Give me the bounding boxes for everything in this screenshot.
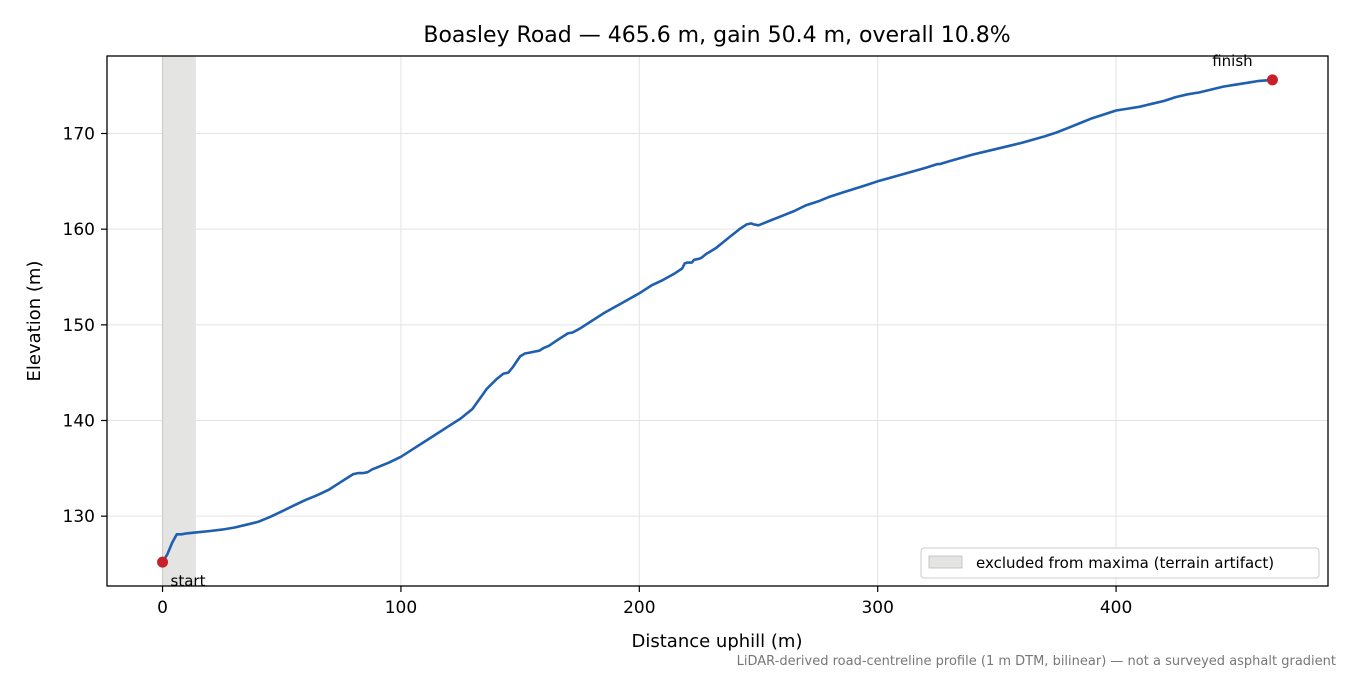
x-axis-ticks: 0 100 200 300 400 xyxy=(157,586,1132,618)
legend: excluded from maxima (terrain artifact) xyxy=(920,547,1320,579)
legend-swatch xyxy=(928,555,963,569)
grid-lines xyxy=(107,56,1328,586)
start-annotation: start xyxy=(171,572,206,590)
y-tick-label: 140 xyxy=(63,411,95,431)
excluded-region-band xyxy=(162,56,196,586)
finish-point-marker xyxy=(1266,74,1278,86)
legend-label: excluded from maxima (terrain artifact) xyxy=(976,554,1274,572)
y-tick-label: 130 xyxy=(63,507,95,527)
x-tick-label: 400 xyxy=(1100,598,1132,618)
y-axis-label: Elevation (m) xyxy=(24,261,45,382)
plot-frame xyxy=(106,55,1329,587)
finish-annotation: finish xyxy=(1212,52,1252,70)
x-tick-label: 100 xyxy=(385,598,417,618)
x-tick-label: 200 xyxy=(623,598,655,618)
y-axis-ticks: 130 140 150 160 170 xyxy=(63,124,107,527)
y-tick-label: 150 xyxy=(63,316,95,336)
x-tick-label: 300 xyxy=(861,598,893,618)
footnote: LiDAR-derived road-centreline profile (1… xyxy=(737,654,1336,669)
x-axis-label: Distance uphill (m) xyxy=(632,631,803,652)
x-tick-label: 0 xyxy=(157,598,168,618)
y-tick-label: 160 xyxy=(63,220,95,240)
chart-title: Boasley Road — 465.6 m, gain 50.4 m, ove… xyxy=(423,23,1010,48)
elevation-series-line xyxy=(161,78,1274,564)
y-tick-label: 170 xyxy=(63,124,95,144)
legend-box xyxy=(920,547,1320,579)
start-point-marker xyxy=(157,556,169,568)
